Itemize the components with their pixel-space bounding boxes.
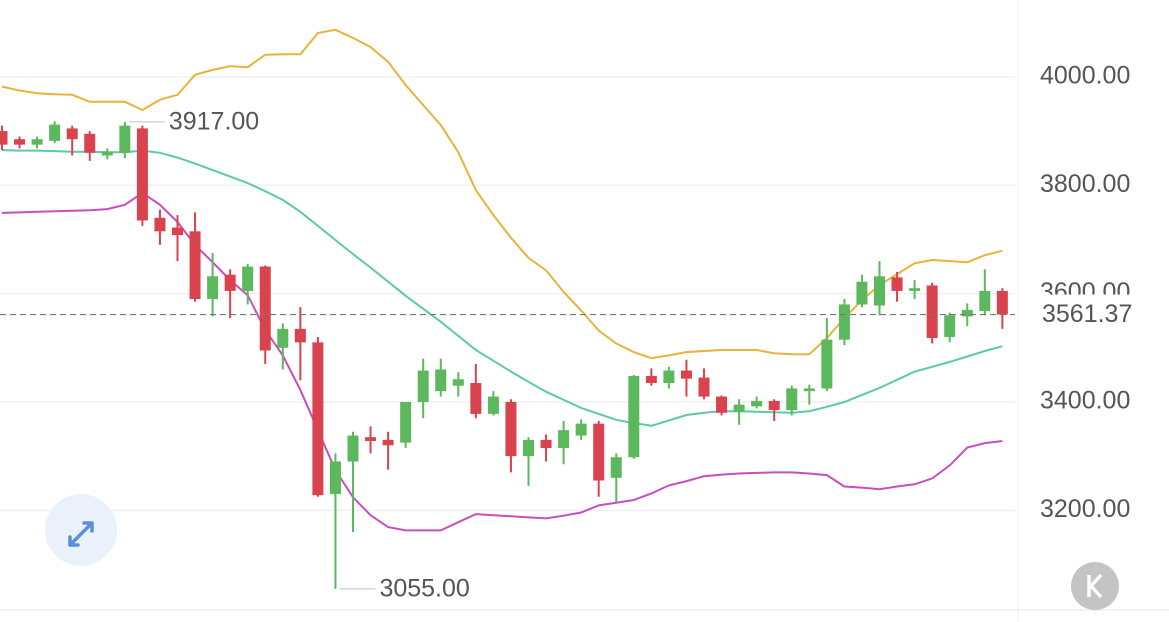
expand-button[interactable] [45,494,117,566]
candle-body [891,277,903,291]
band-line [1,28,1003,360]
candle-body [329,461,341,495]
collapse-button[interactable] [1071,562,1119,610]
candle-body [66,128,78,140]
candle-body [996,290,1008,315]
candle-body [172,227,183,236]
y-tick-label: 4000.00 [1040,62,1130,90]
expand-icon[interactable] [68,521,94,547]
candle-body [961,309,973,317]
candle-body [856,281,868,305]
candle-body [400,401,412,443]
candle-body [733,404,745,412]
candle-body [347,435,359,462]
candle-body [838,304,850,340]
candle-body [645,375,657,384]
band-line [1,191,1003,532]
candle-body [0,131,8,145]
candle-body [207,276,219,300]
candle-body [979,290,991,311]
candle-body [698,377,710,397]
overlay: 3561.37 3917.00 3055.00 [0,108,1169,602]
candle-body [119,125,131,153]
candle-body [751,400,763,407]
candle-body [259,266,271,351]
candle-body [49,124,61,141]
candle-body [874,276,885,306]
candle-body [926,285,938,339]
band-line [1,149,1003,427]
expand-button-bg[interactable] [45,494,117,566]
candle-body [470,383,482,414]
candle-body [768,400,780,411]
candle-body [909,288,921,291]
bands [1,28,1003,532]
collapse-button-bg[interactable] [1071,562,1119,610]
candle-body [821,339,833,389]
annotation-label: 3055.00 [379,574,469,602]
candle-body [417,370,429,402]
candle-body [558,430,570,449]
candle-body [242,266,254,291]
last-price-box [1022,294,1169,335]
candle-body [382,439,394,446]
candle-body [540,439,552,449]
candle-body [786,388,798,411]
candle-body [575,423,587,436]
y-tick-label: 3800.00 [1040,170,1130,198]
candle-body [277,328,289,348]
candle-body [14,139,26,145]
candle-body [628,375,640,458]
candle-body [680,370,692,379]
candles [0,121,1008,589]
candle-body [435,369,447,392]
candle-body [523,439,534,457]
candle-body [663,370,675,384]
candle-body [189,231,201,300]
collapse-icon[interactable] [1087,573,1103,599]
candle-body [505,401,517,457]
candle-body [31,139,43,145]
annotation-label: 3917.00 [169,108,259,136]
candle-body [452,379,464,386]
candle-body [944,315,956,337]
candle-body [312,342,324,496]
candle-body [365,437,377,441]
candle-body [101,151,113,156]
candle-body [487,396,499,414]
y-tick-label: 3200.00 [1040,495,1130,523]
candle-body [154,217,166,232]
candle-body [136,128,148,221]
candle-body [610,457,622,478]
candle-body [803,388,815,392]
candle-body [294,328,306,343]
last-price-label: 3561.37 [1042,300,1132,328]
candle-body [84,133,96,153]
y-tick-label: 3400.00 [1040,387,1130,415]
candle-body [593,423,605,481]
candle-body [716,396,728,413]
candle-body [224,274,236,291]
